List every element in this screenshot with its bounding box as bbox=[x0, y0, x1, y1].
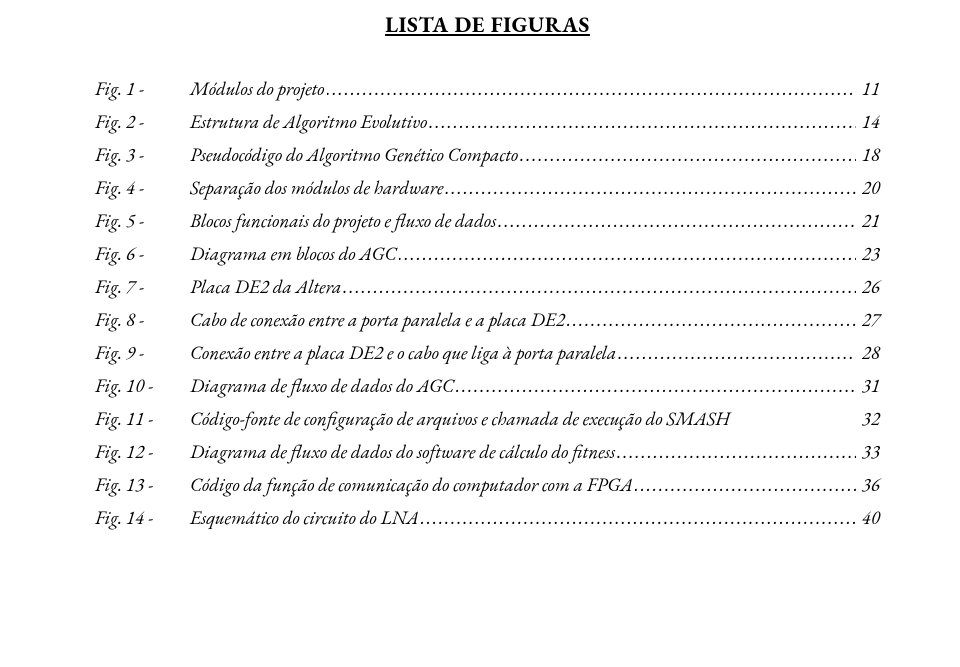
figure-description: Módulos do projeto bbox=[190, 79, 325, 98]
page-title: LISTA DE FIGURAS bbox=[95, 10, 880, 39]
figure-label: Fig. 13 - bbox=[95, 475, 190, 494]
list-item: Fig. 10 -Diagrama de fluxo de dados do A… bbox=[95, 376, 880, 395]
figure-description: Conexão entre a placa DE2 e o cabo que l… bbox=[190, 343, 616, 362]
page-number: 27 bbox=[858, 310, 880, 329]
dot-leader: ........................................… bbox=[617, 442, 855, 461]
list-item: Fig. 2 -Estrutura de Algoritmo Evolutivo… bbox=[95, 112, 880, 131]
dot-leader: ........................................… bbox=[618, 343, 855, 362]
list-item: Fig. 6 -Diagrama em blocos do AGC.......… bbox=[95, 244, 880, 263]
figure-description: Código da função de comunicação do compu… bbox=[190, 475, 633, 494]
figure-list: Fig. 1 -Módulos do projeto..............… bbox=[95, 79, 880, 527]
list-item: Fig. 4 -Separação dos módulos de hardwar… bbox=[95, 178, 880, 197]
dot-leader: ........................................… bbox=[520, 145, 856, 164]
list-item: Fig. 3 -Pseudocódigo do Algoritmo Genéti… bbox=[95, 145, 880, 164]
figure-description: Blocos funcionais do projeto e fluxo de … bbox=[190, 211, 496, 230]
figure-label: Fig. 10 - bbox=[95, 376, 190, 395]
figure-label: Fig. 11 - bbox=[95, 409, 190, 428]
list-item: Fig. 14 -Esquemático do circuito do LNA.… bbox=[95, 508, 880, 527]
figure-description: Esquemático do circuito do LNA bbox=[190, 508, 419, 527]
page-number: 40 bbox=[858, 508, 880, 527]
figure-label: Fig. 1 - bbox=[95, 79, 190, 98]
page-number: 20 bbox=[858, 178, 880, 197]
figure-description: Pseudocódigo do Algoritmo Genético Compa… bbox=[190, 145, 518, 164]
list-item: Fig. 1 -Módulos do projeto..............… bbox=[95, 79, 880, 98]
page-container: LISTA DE FIGURAS Fig. 1 -Módulos do proj… bbox=[0, 0, 960, 561]
figure-label: Fig. 14 - bbox=[95, 508, 190, 527]
page-number: 26 bbox=[858, 277, 880, 296]
dot-leader: ........................................… bbox=[567, 310, 856, 329]
list-item: Fig. 12 -Diagrama de fluxo de dados do s… bbox=[95, 442, 880, 461]
figure-description: Estrutura de Algoritmo Evolutivo bbox=[190, 112, 427, 131]
figure-label: Fig. 9 - bbox=[95, 343, 190, 362]
page-number: 31 bbox=[858, 376, 880, 395]
figure-label: Fig. 4 - bbox=[95, 178, 190, 197]
page-number: 21 bbox=[858, 211, 880, 230]
dot-leader: ........................................… bbox=[498, 211, 855, 230]
page-number: 32 bbox=[858, 409, 880, 428]
figure-label: Fig. 8 - bbox=[95, 310, 190, 329]
page-number: 33 bbox=[858, 442, 880, 461]
list-item: Fig. 7 -Placa DE2 da Altera.............… bbox=[95, 277, 880, 296]
list-item: Fig. 5 -Blocos funcionais do projeto e f… bbox=[95, 211, 880, 230]
figure-description: Placa DE2 da Altera bbox=[190, 277, 341, 296]
figure-label: Fig. 2 - bbox=[95, 112, 190, 131]
page-number: 14 bbox=[858, 112, 880, 131]
figure-description: Código-fonte de configuração de arquivos… bbox=[190, 409, 730, 428]
figure-label: Fig. 5 - bbox=[95, 211, 190, 230]
dot-leader: ........................................… bbox=[445, 178, 855, 197]
page-number: 11 bbox=[858, 79, 880, 98]
dot-leader: ........................................… bbox=[456, 376, 856, 395]
dot-leader: ........................................… bbox=[421, 508, 856, 527]
page-number: 28 bbox=[858, 343, 880, 362]
list-item: Fig. 11 -Código-fonte de configuração de… bbox=[95, 409, 880, 428]
figure-description: Diagrama em blocos do AGC bbox=[190, 244, 397, 263]
dot-leader: ........................................… bbox=[429, 112, 855, 131]
page-number: 23 bbox=[858, 244, 880, 263]
figure-description: Cabo de conexão entre a porta paralela e… bbox=[190, 310, 565, 329]
dot-leader: ........................................… bbox=[343, 277, 855, 296]
figure-description: Diagrama de fluxo de dados do AGC bbox=[190, 376, 454, 395]
figure-label: Fig. 12 - bbox=[95, 442, 190, 461]
dot-leader: ........................................… bbox=[635, 475, 856, 494]
figure-description: Separação dos módulos de hardware bbox=[190, 178, 443, 197]
dot-leader: ........................................… bbox=[327, 79, 856, 98]
figure-label: Fig. 3 - bbox=[95, 145, 190, 164]
dot-leader: ........................................… bbox=[399, 244, 856, 263]
list-item: Fig. 8 -Cabo de conexão entre a porta pa… bbox=[95, 310, 880, 329]
figure-label: Fig. 6 - bbox=[95, 244, 190, 263]
list-item: Fig. 9 -Conexão entre a placa DE2 e o ca… bbox=[95, 343, 880, 362]
page-number: 36 bbox=[858, 475, 880, 494]
figure-label: Fig. 7 - bbox=[95, 277, 190, 296]
page-number: 18 bbox=[858, 145, 880, 164]
list-item: Fig. 13 -Código da função de comunicação… bbox=[95, 475, 880, 494]
figure-description: Diagrama de fluxo de dados do software d… bbox=[190, 442, 615, 461]
